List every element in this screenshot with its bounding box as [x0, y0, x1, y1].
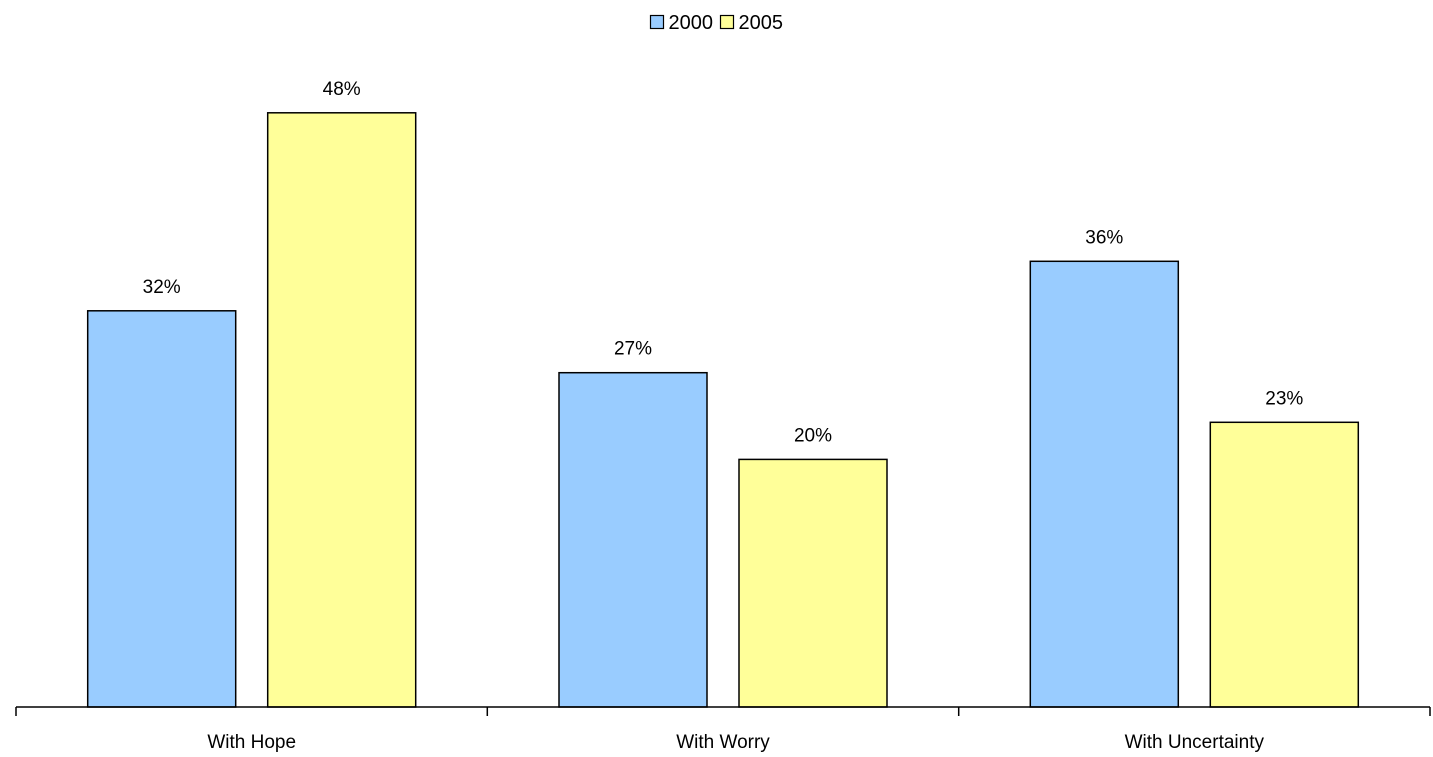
bars: [86, 112, 1360, 708]
legend-swatch-2000: [649, 14, 665, 30]
bar-2000-with-uncertainty: [1029, 260, 1180, 708]
data-label: 20%: [794, 425, 832, 446]
x-tick-label: With Worry: [676, 732, 770, 752]
data-label: 48%: [323, 79, 361, 100]
data-label: 23%: [1265, 388, 1303, 409]
legend-label: 2000: [669, 12, 714, 34]
bar-2000-with-worry: [558, 371, 708, 708]
x-tick-label: With Uncertainty: [1125, 732, 1265, 752]
data-label: 36%: [1085, 227, 1123, 248]
legend-swatch-2005: [719, 14, 735, 30]
x-axis: With Hope With Worry With Uncertainty: [15, 706, 1431, 753]
legend-label: 2005: [739, 12, 784, 34]
bar-2005-with-worry: [738, 458, 888, 708]
data-label: 27%: [614, 339, 652, 360]
bar-2005-with-uncertainty: [1209, 421, 1360, 708]
legend: 2000 2005: [649, 12, 784, 34]
x-tick-label: With Hope: [207, 732, 296, 752]
bar-2000-with-hope: [86, 310, 237, 708]
data-label: 32%: [143, 277, 181, 298]
data-labels: 32% 27% 36% 48% 20% 23%: [143, 79, 1304, 447]
bar-2005-with-hope: [266, 112, 417, 708]
